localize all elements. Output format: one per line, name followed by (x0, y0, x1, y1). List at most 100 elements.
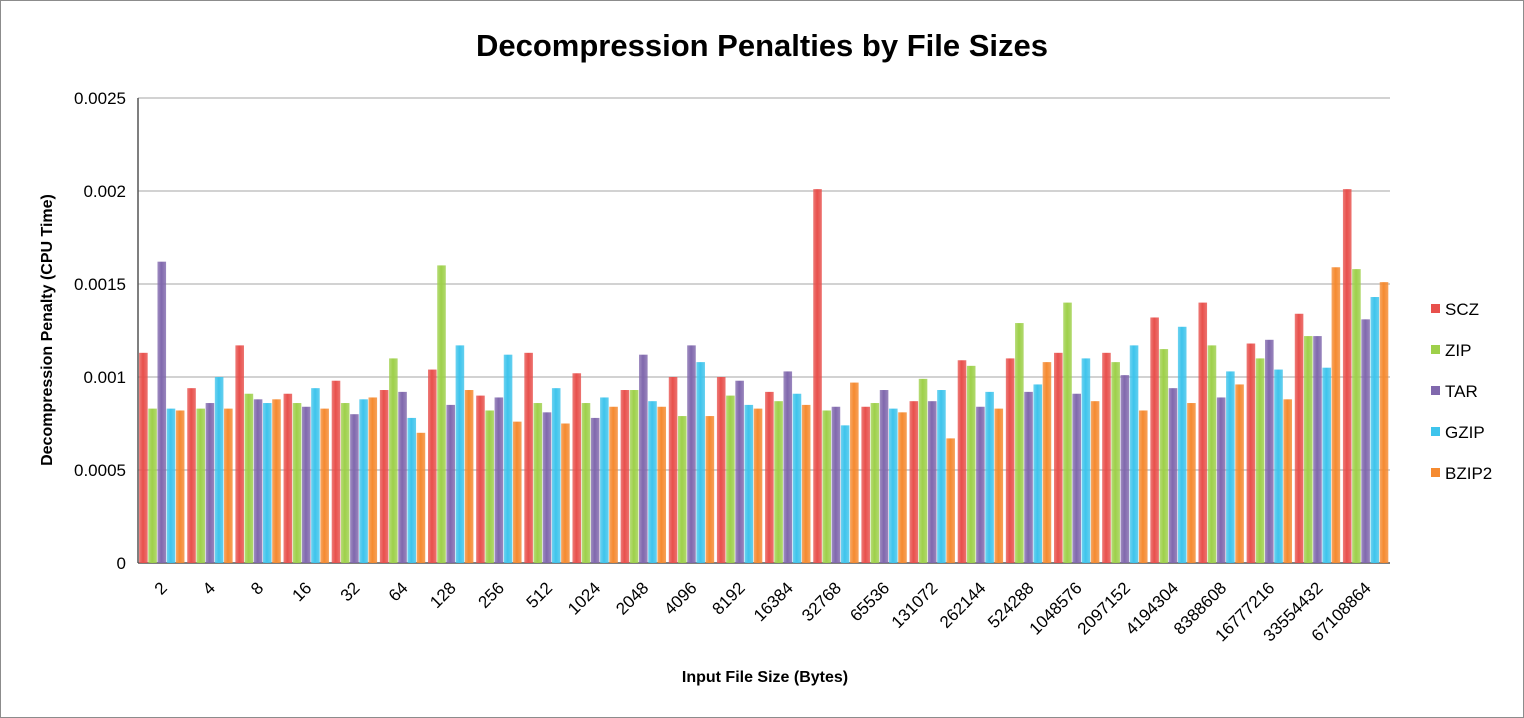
bar-zip-256 (485, 410, 494, 563)
x-tick-label: 8192 (709, 578, 749, 618)
bar-bzip2-512 (561, 423, 570, 563)
bar-zip-33554432 (1303, 336, 1313, 563)
x-tick-label: 65536 (846, 578, 893, 625)
bar-scz-524288 (1005, 358, 1015, 563)
bar-scz-8 (235, 345, 244, 563)
bar-gzip-8192 (744, 404, 754, 563)
bar-gzip-33554432 (1322, 367, 1331, 563)
x-tick-label: 128 (426, 578, 459, 611)
bar-zip-32768 (822, 410, 832, 563)
bar-zip-67108864 (1352, 269, 1361, 563)
legend-swatch-tar (1431, 386, 1440, 395)
legend-swatch-zip (1431, 345, 1440, 354)
bar-tar-8192 (735, 380, 744, 563)
bar-bzip2-65536 (898, 412, 907, 563)
bar-bzip2-2048 (657, 406, 667, 563)
bar-zip-2097152 (1111, 362, 1120, 563)
bar-bzip2-64 (416, 432, 426, 563)
bar-gzip-8388608 (1226, 371, 1235, 563)
x-tick-label: 256 (474, 578, 507, 611)
bar-tar-128 (446, 404, 455, 563)
bar-tar-256 (494, 397, 504, 563)
bar-tar-2048 (639, 354, 648, 563)
bar-bzip2-4096 (705, 416, 715, 563)
bar-bzip2-33554432 (1331, 267, 1341, 563)
bar-gzip-2048 (648, 401, 657, 563)
bar-scz-4194304 (1150, 317, 1159, 563)
bar-gzip-16 (311, 388, 320, 563)
bar-scz-32768 (813, 189, 822, 563)
chart-title: Decompression Penalties by File Sizes (475, 28, 1048, 63)
bar-scz-32 (331, 380, 341, 563)
bar-scz-33554432 (1294, 313, 1304, 563)
bar-scz-16777216 (1246, 343, 1256, 563)
bar-scz-1024 (572, 373, 582, 563)
bar-tar-8 (253, 399, 263, 563)
x-tick-label: 2 (151, 578, 171, 598)
bar-gzip-256 (503, 354, 513, 563)
bar-zip-8388608 (1207, 345, 1217, 563)
legend-swatch-bzip2 (1431, 468, 1440, 477)
x-tick-label: 32 (337, 578, 364, 605)
bar-tar-16384 (783, 371, 793, 563)
x-tick-label: 131072 (888, 578, 942, 632)
bar-gzip-524288 (1033, 384, 1043, 563)
bar-zip-128 (437, 265, 446, 563)
bar-gzip-512 (551, 388, 561, 563)
bar-scz-262144 (957, 360, 967, 563)
bar-zip-1024 (581, 403, 591, 563)
bar-scz-2097152 (1102, 352, 1111, 563)
bar-gzip-64 (407, 417, 417, 563)
bar-bzip2-2097152 (1138, 410, 1148, 563)
x-tick-label: 32768 (798, 578, 845, 625)
bar-zip-4194304 (1159, 349, 1169, 563)
bar-scz-16 (283, 393, 293, 563)
bar-scz-16384 (765, 391, 774, 563)
bar-zip-8 (244, 393, 254, 563)
legend-label-zip: ZIP (1445, 341, 1471, 360)
bar-tar-1048576 (1072, 393, 1081, 563)
bar-gzip-4194304 (1177, 326, 1187, 563)
bar-tar-262144 (976, 406, 985, 563)
bar-tar-131072 (927, 401, 937, 563)
bar-gzip-16777216 (1274, 369, 1283, 563)
bar-tar-8388608 (1216, 397, 1226, 563)
bar-bzip2-1048576 (1090, 401, 1100, 563)
bar-tar-4194304 (1168, 388, 1178, 563)
bar-scz-4 (187, 388, 196, 563)
bar-bzip2-16777216 (1283, 399, 1293, 563)
legend-label-gzip: GZIP (1445, 423, 1485, 442)
bar-tar-2097152 (1120, 375, 1130, 563)
bar-bzip2-8388608 (1235, 384, 1244, 563)
bar-scz-4096 (668, 377, 678, 563)
bar-tar-33554432 (1313, 336, 1322, 563)
x-tick-label: 4096 (660, 578, 700, 618)
y-tick-label: 0.0005 (74, 461, 126, 480)
bar-bzip2-32768 (850, 382, 859, 563)
x-tick-label: 16384 (750, 578, 797, 625)
bar-gzip-16384 (792, 393, 802, 563)
bar-scz-128 (428, 369, 437, 563)
x-axis-title: Input File Size (Bytes) (682, 669, 848, 686)
x-tick-label: 512 (523, 578, 556, 611)
bar-zip-524288 (1015, 323, 1024, 563)
bar-gzip-4096 (696, 362, 705, 563)
bar-tar-4096 (687, 345, 696, 563)
bar-scz-8192 (716, 377, 726, 563)
y-tick-label: 0 (117, 554, 126, 573)
bar-zip-4 (196, 408, 206, 563)
bar-gzip-2097152 (1129, 345, 1139, 563)
bar-gzip-1048576 (1081, 358, 1091, 563)
y-tick-labels: 0 0.0005 0.001 0.0015 0.002 0.0025 (74, 89, 126, 573)
x-tick-label: 4 (199, 578, 219, 598)
bar-bzip2-4 (224, 408, 233, 563)
bar-tar-32768 (831, 406, 841, 563)
bar-gzip-262144 (985, 391, 994, 563)
bar-bzip2-1024 (609, 406, 618, 563)
legend-label-tar: TAR (1445, 382, 1478, 401)
legend-label-bzip2: BZIP2 (1445, 464, 1492, 483)
legend: SCZ ZIP TAR GZIP BZIP2 (1431, 300, 1492, 483)
bar-scz-131072 (909, 401, 919, 563)
bar-scz-1048576 (1054, 352, 1063, 563)
bar-scz-256 (476, 395, 485, 563)
